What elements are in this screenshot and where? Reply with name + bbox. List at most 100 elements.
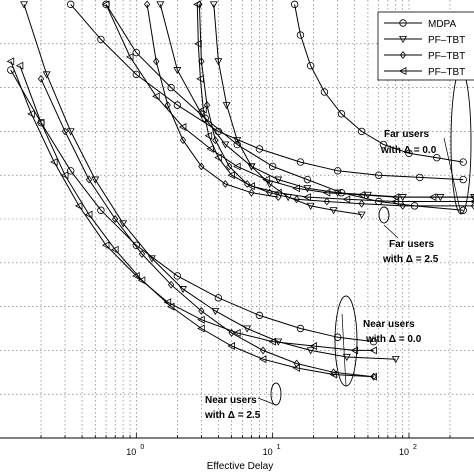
- data-point-circle: [173, 272, 182, 280]
- legend-marker-triangle-down: [399, 35, 407, 44]
- data-point-diamond: [153, 57, 160, 66]
- data-point-diamond: [198, 162, 205, 171]
- data-point-circle: [132, 70, 141, 79]
- data-point-triangle-down: [329, 207, 338, 215]
- data-point-diamond: [226, 162, 233, 171]
- data-point-triangle-down: [42, 71, 51, 79]
- data-point-triangle-down: [222, 102, 231, 110]
- data-point-triangle-left: [101, 241, 110, 250]
- data-point-triangle-left: [227, 171, 235, 180]
- data-point-triangle-left: [227, 342, 235, 350]
- data-point-circle: [296, 31, 305, 39]
- x-tick-label: 10: [263, 447, 273, 457]
- data-point-circle: [369, 337, 378, 346]
- data-point-diamond: [259, 346, 267, 355]
- x-tick-exponent: 2: [413, 444, 417, 451]
- data-point-triangle-left: [350, 346, 359, 355]
- data-point-diamond: [293, 359, 300, 368]
- data-point-triangle-left: [60, 171, 69, 180]
- data-point-triangle-down: [303, 185, 312, 193]
- data-point-triangle-left: [369, 346, 377, 355]
- data-point-triangle-left: [197, 324, 205, 333]
- data-point-circle: [416, 173, 424, 182]
- data-point-triangle-left: [206, 144, 214, 153]
- data-point-triangle-left: [268, 337, 277, 346]
- data-point-diamond: [248, 188, 255, 197]
- data-point-triangle-left: [194, 39, 202, 48]
- data-point-triangle-left: [247, 182, 255, 191]
- x-tick-label: 10: [399, 447, 409, 457]
- data-point-triangle-down: [20, 1, 28, 9]
- data-point-triangle-left: [391, 197, 400, 206]
- data-point-triangle-down: [342, 353, 351, 362]
- data-point-triangle-left: [329, 370, 337, 379]
- series-triangle-left-near-2.5: [15, 61, 377, 381]
- data-point-triangle-left: [322, 188, 331, 197]
- data-point-diamond: [222, 180, 229, 188]
- data-point-triangle-left: [342, 195, 351, 204]
- grid: [0, 0, 474, 438]
- data-point-diamond: [198, 307, 205, 315]
- data-point-triangle-left: [196, 74, 204, 83]
- data-point-triangle-left: [125, 52, 134, 61]
- data-point-triangle-down: [66, 128, 75, 136]
- series-line: [196, 4, 474, 202]
- data-point-triangle-down: [197, 110, 206, 119]
- data-point-circle: [379, 140, 388, 149]
- data-point-triangle-left: [292, 363, 301, 372]
- data-point-circle: [459, 158, 467, 166]
- data-point-circle: [290, 0, 299, 9]
- legend-label-mdpa: MDPA: [428, 19, 456, 30]
- data-point-triangle-down: [119, 220, 128, 228]
- data-point-triangle-down: [211, 307, 220, 316]
- series-line: [23, 4, 396, 360]
- data-point-triangle-left: [391, 193, 400, 202]
- data-point-circle: [357, 127, 366, 136]
- data-point-triangle-left: [262, 175, 270, 184]
- data-point-circle: [66, 0, 75, 9]
- data-point-diamond: [143, 0, 151, 9]
- legend-sample-circle: [384, 19, 422, 27]
- data-point-triangle-left: [101, 0, 110, 9]
- data-point-triangle-down: [209, 1, 218, 9]
- x-axis-title: Effective Delay: [207, 461, 274, 472]
- data-point-triangle-left: [204, 131, 213, 140]
- series-circle-far-2.5: [290, 0, 467, 166]
- data-point-triangle-down: [306, 202, 315, 210]
- data-point-circle: [375, 171, 383, 179]
- series-diamond-mid: [143, 0, 282, 202]
- data-point-circle: [214, 294, 223, 302]
- data-point-diamond: [293, 195, 300, 204]
- series-line: [10, 69, 374, 343]
- legend-sample-triangle-down: [384, 35, 422, 44]
- data-point-circle: [97, 35, 105, 44]
- legend-marker-triangle-left: [398, 67, 407, 75]
- data-point-triangle-down: [243, 325, 252, 333]
- annotation-far-25-line2: with Δ = 2.5: [382, 254, 439, 265]
- data-point-circle: [173, 101, 182, 109]
- data-point-triangle-left: [178, 123, 187, 131]
- annotations: Far users with Δ = 0.0 Far users with Δ …: [204, 129, 439, 421]
- series-triangle-left-near-0.0: [6, 57, 377, 355]
- data-point-triangle-left: [369, 372, 377, 381]
- annotation-leader: [383, 224, 399, 239]
- data-point-triangle-left: [357, 190, 366, 199]
- data-point-triangle-left: [15, 61, 24, 70]
- data-point-diamond: [203, 101, 211, 110]
- series-line: [40, 78, 374, 378]
- ellipse-far-25: [378, 206, 390, 224]
- data-point-circle: [306, 61, 315, 70]
- series-circle-near-0.0: [7, 66, 378, 346]
- data-point-diamond: [196, 0, 203, 9]
- legend-marker-diamond: [399, 51, 407, 59]
- data-point-triangle-down: [147, 255, 156, 263]
- annotation-near-25-line2: with Δ = 2.5: [204, 410, 261, 421]
- data-point-circle: [132, 48, 141, 57]
- annotation-near-0-line2: with Δ = 0.0: [365, 334, 422, 345]
- plot-frame: [0, 433, 474, 439]
- data-point-triangle-left: [166, 302, 175, 311]
- legend: MDPA PF–TBT PF–TBT PF–TBT: [377, 11, 474, 81]
- data-point-circle: [97, 206, 105, 214]
- data-point-triangle-down: [179, 286, 187, 294]
- data-point-diamond: [470, 201, 474, 210]
